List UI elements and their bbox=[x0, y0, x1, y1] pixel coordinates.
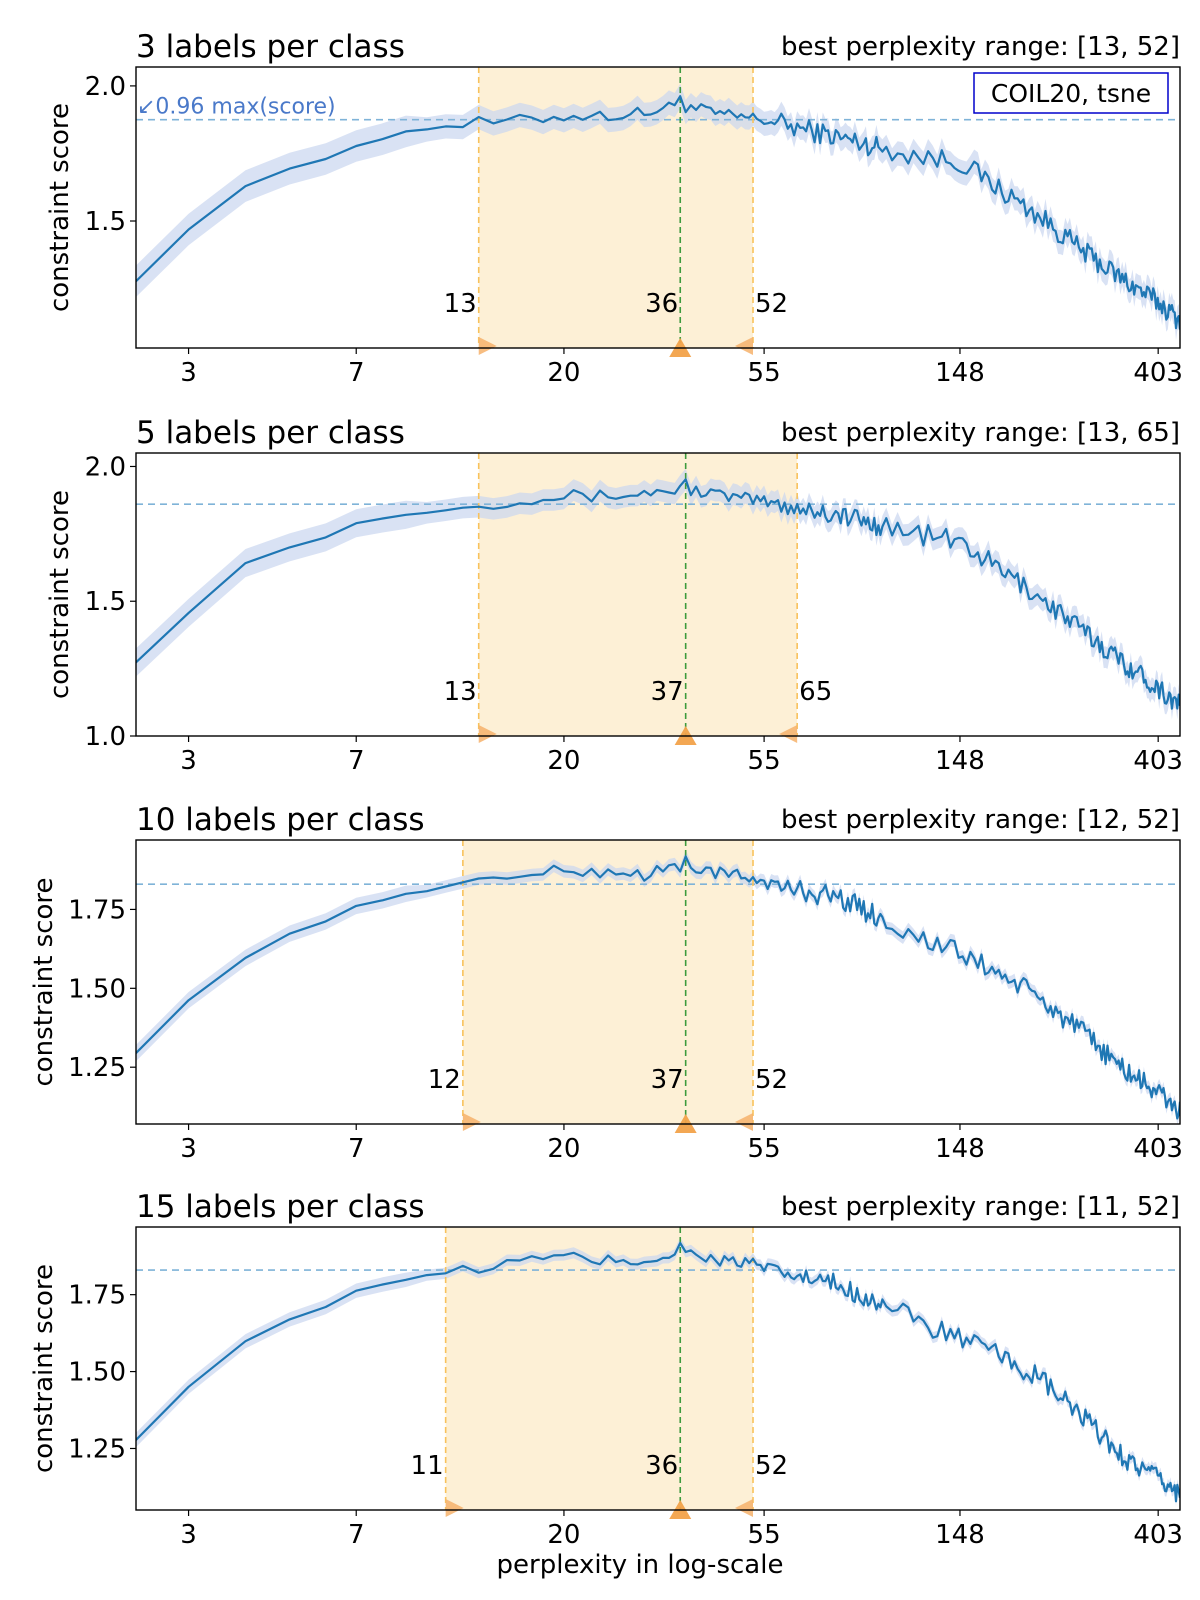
best-perplexity-label: 36 bbox=[645, 1451, 678, 1481]
range-upper-marker bbox=[735, 1113, 754, 1131]
y-tick-label: 1.25 bbox=[68, 1053, 126, 1083]
dataset-legend-box bbox=[973, 72, 1169, 114]
series-line bbox=[136, 95, 1180, 330]
best-perplexity-label: 36 bbox=[645, 289, 678, 319]
plot-area bbox=[136, 67, 1180, 348]
y-axis-label: constraint score bbox=[45, 103, 75, 312]
y-tick-label: 2.0 bbox=[85, 452, 126, 482]
x-tick-label: 148 bbox=[935, 1520, 985, 1550]
y-axis-label: constraint score bbox=[45, 490, 75, 699]
y-tick-label: 1.75 bbox=[68, 1281, 126, 1311]
range-lower-label: 11 bbox=[411, 1451, 444, 1481]
panel-subtitle: best perplexity range: [11, 52] bbox=[781, 1192, 1180, 1222]
plot-frame bbox=[135, 452, 1181, 737]
x-tick-label: 3 bbox=[180, 358, 197, 388]
dataset-legend-label: COIL20, tsne bbox=[991, 79, 1151, 108]
x-tick-label: 20 bbox=[547, 358, 580, 388]
plot-frame bbox=[135, 839, 1181, 1125]
series-line bbox=[136, 478, 1180, 710]
chart-panel-4: 11 36 52 3 7 20 55 148 403 1.25 1.50 1.75 constraint… bbox=[29, 1189, 1183, 1550]
x-tick-label: 403 bbox=[1133, 358, 1183, 388]
x-tick-label: 55 bbox=[748, 1134, 781, 1164]
panel-subtitle: best perplexity range: [13, 52] bbox=[781, 32, 1180, 62]
plot-frame bbox=[135, 66, 1181, 349]
x-tick-label: 7 bbox=[348, 746, 365, 776]
x-tick-label: 148 bbox=[935, 358, 985, 388]
best-range-region bbox=[445, 1227, 754, 1510]
panel-title: 10 labels per class bbox=[136, 802, 425, 838]
series-line bbox=[136, 1241, 1180, 1503]
range-lower-label: 12 bbox=[428, 1065, 461, 1095]
x-tick-label: 7 bbox=[348, 1134, 365, 1164]
range-lower-label: 13 bbox=[444, 289, 477, 319]
x-tick-label: 3 bbox=[180, 1134, 197, 1164]
x-tick-label: 148 bbox=[935, 746, 985, 776]
chart-panel-1: 13 36 52 3 7 20 55 148 403 1.5 2.0 constraint score… bbox=[45, 29, 1183, 388]
x-tick-label: 55 bbox=[748, 746, 781, 776]
confidence-band bbox=[136, 84, 1180, 342]
panel-title: 15 labels per class bbox=[136, 1189, 425, 1225]
plot-area bbox=[136, 840, 1180, 1124]
range-upper-marker bbox=[735, 1499, 754, 1517]
x-tick-label: 20 bbox=[547, 746, 580, 776]
range-upper-label: 65 bbox=[799, 677, 832, 707]
x-tick-label: 7 bbox=[348, 1520, 365, 1550]
range-lower-marker bbox=[478, 725, 497, 743]
x-tick-label: 3 bbox=[180, 746, 197, 776]
y-tick-label: 1.75 bbox=[68, 895, 126, 925]
threshold-annotation: ↙0.96 max(score) bbox=[137, 95, 336, 120]
panel-title: 5 labels per class bbox=[136, 415, 405, 451]
x-tick-label: 148 bbox=[935, 1134, 985, 1164]
x-axis-label: perplexity in log-scale bbox=[497, 1550, 784, 1580]
range-lower-label: 13 bbox=[444, 677, 477, 707]
best-perplexity-label: 37 bbox=[651, 677, 684, 707]
y-axis-label: constraint score bbox=[29, 1264, 59, 1473]
y-tick-label: 1.50 bbox=[68, 1358, 126, 1388]
x-tick-label: 20 bbox=[547, 1520, 580, 1550]
range-lower-marker bbox=[462, 1113, 481, 1131]
plot-area bbox=[136, 1227, 1180, 1510]
y-tick-label: 1.5 bbox=[85, 207, 126, 237]
range-lower-marker bbox=[478, 337, 497, 355]
y-tick-label: 1.25 bbox=[68, 1434, 126, 1464]
x-tick-label: 55 bbox=[748, 1520, 781, 1550]
range-upper-label: 52 bbox=[755, 1065, 788, 1095]
range-upper-label: 52 bbox=[755, 289, 788, 319]
panel-title: 3 labels per class bbox=[136, 29, 405, 65]
x-tick-label: 403 bbox=[1133, 1520, 1183, 1550]
panel-subtitle: best perplexity range: [12, 52] bbox=[781, 805, 1180, 835]
plot-frame bbox=[135, 1226, 1181, 1511]
best-range-region bbox=[462, 840, 754, 1124]
x-tick-label: 403 bbox=[1133, 1134, 1183, 1164]
y-axis-label: constraint score bbox=[29, 877, 59, 1086]
range-upper-marker bbox=[779, 725, 798, 743]
y-tick-label: 2.0 bbox=[85, 72, 126, 102]
best-perplexity-label: 37 bbox=[651, 1065, 684, 1095]
x-tick-label: 403 bbox=[1133, 746, 1183, 776]
chart-panel-3: 12 37 523 7 20 55 148 4031.251.501.75constraint… bbox=[29, 802, 1183, 1164]
x-tick-label: 20 bbox=[547, 1134, 580, 1164]
series-line bbox=[136, 855, 1180, 1120]
plot-area bbox=[136, 453, 1180, 736]
x-tick-label: 7 bbox=[348, 358, 365, 388]
x-tick-label: 3 bbox=[180, 1520, 197, 1550]
y-tick-label: 1.0 bbox=[85, 722, 126, 752]
range-upper-marker bbox=[735, 337, 754, 355]
y-tick-label: 1.5 bbox=[85, 587, 126, 617]
y-tick-label: 1.50 bbox=[68, 974, 126, 1004]
panel-subtitle: best perplexity range: [13, 65] bbox=[781, 418, 1180, 448]
range-lower-marker bbox=[445, 1499, 464, 1517]
range-upper-label: 52 bbox=[755, 1451, 788, 1481]
x-tick-label: 55 bbox=[748, 358, 781, 388]
